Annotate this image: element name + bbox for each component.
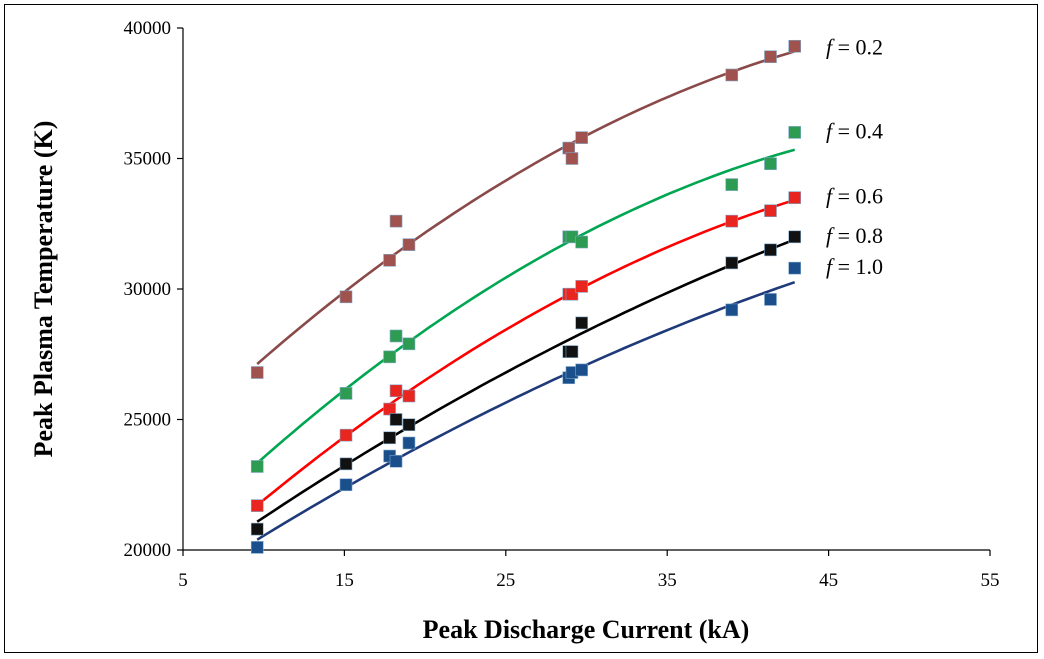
data-point [788,230,802,244]
data-point [383,350,396,364]
data-point [764,50,777,64]
series-label: f = 0.4 [826,118,883,143]
fit-curve [256,198,796,507]
data-point [250,522,264,536]
data-point [788,261,802,275]
data-point [788,39,802,53]
data-point [575,235,588,249]
data-point [725,68,739,82]
data-point [402,418,416,432]
data-point [565,152,579,165]
data-point [788,191,802,204]
data-point [339,387,353,400]
series-label: f = 0.8 [826,223,883,248]
data-point [764,243,777,257]
x-tick-label: 5 [178,570,188,591]
data-point [389,329,403,343]
data-point [725,256,739,270]
data-point [575,280,588,293]
data-point [389,214,403,228]
data-point [339,290,353,304]
data-point [565,345,579,358]
y-ticks: 20000 25000 30000 35000 40000 [124,18,183,561]
fit-curve [256,238,796,523]
data-point [250,499,264,512]
data-point [788,126,802,139]
data-point [402,238,416,251]
data-point [764,293,777,306]
x-axis-title: Peak Discharge Current (kA) [423,615,750,644]
x-tick-label: 45 [819,570,838,591]
y-tick-label: 25000 [124,410,172,431]
data-point [250,460,264,473]
data-point [725,178,739,191]
data-point [575,363,588,377]
data-point [575,316,588,330]
data-point [725,214,739,228]
data-point [575,131,588,144]
x-tick-label: 25 [496,570,515,591]
series-label: f = 0.6 [826,184,883,209]
data-point [764,204,777,217]
data-point [402,436,416,450]
data-point [383,253,396,267]
x-tick-label: 35 [658,570,677,591]
data-point [383,402,396,416]
y-tick-label: 30000 [124,279,172,300]
y-tick-label: 20000 [124,540,172,561]
fit-curves [256,50,796,541]
chart-frame [4,4,1038,653]
data-point [339,478,353,492]
fit-curve [256,280,796,541]
data-point [383,431,396,445]
data-point [339,457,353,471]
data-point [764,157,777,171]
data-point [565,287,579,301]
data-point [250,366,264,379]
data-points [250,39,802,554]
x-ticks: 5 15 25 35 45 55 [178,550,1000,591]
data-point [389,454,403,468]
data-point [389,384,403,398]
x-tick-label: 55 [981,570,1000,591]
data-point [725,303,739,317]
series-label: f = 0.2 [826,34,883,59]
data-point [250,541,264,554]
data-point [402,389,416,403]
y-tick-label: 40000 [124,18,172,39]
x-tick-label: 15 [335,570,354,591]
data-point [339,428,353,442]
data-point [389,413,403,426]
y-tick-label: 35000 [124,149,172,170]
series-labels: f = 0.2 f = 0.4 f = 0.6 f = 0.8 f = 1.0 [826,34,883,279]
data-point [402,337,416,351]
y-axis-title: Peak Plasma Temperature (K) [29,121,58,458]
series-label: f = 1.0 [826,254,883,279]
fit-curve [256,148,796,465]
fit-curve [256,50,796,365]
